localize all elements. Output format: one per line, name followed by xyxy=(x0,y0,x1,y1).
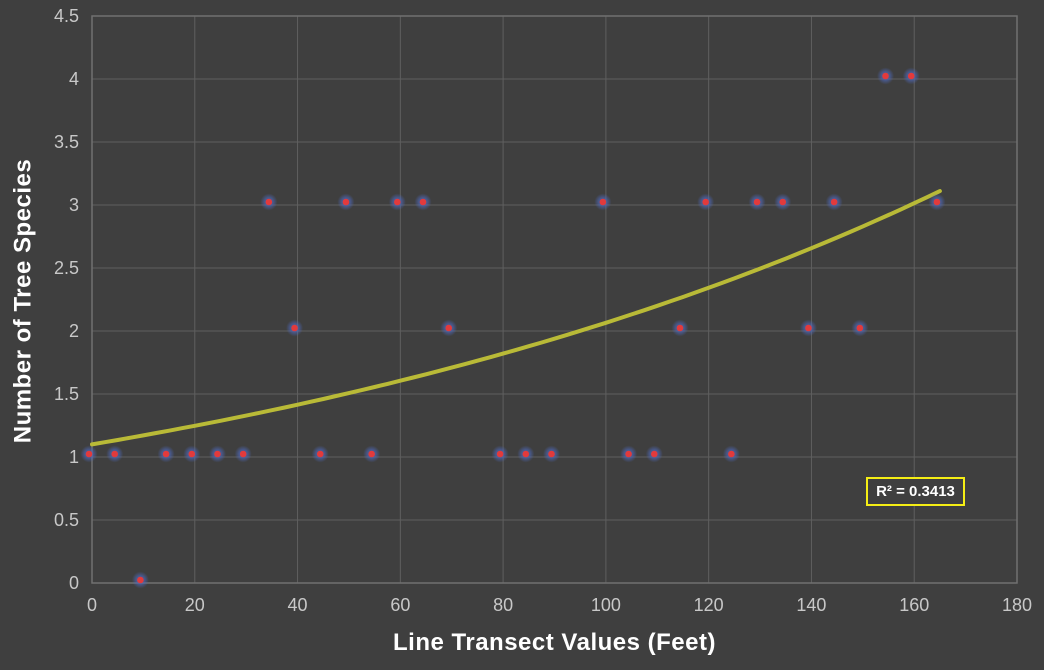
data-point[interactable] xyxy=(856,324,864,332)
data-point[interactable] xyxy=(162,450,170,458)
data-point[interactable] xyxy=(805,324,812,332)
y-tick-label: 1 xyxy=(69,447,79,467)
data-point[interactable] xyxy=(625,450,632,458)
x-axis-title: Line Transect Values (Feet) xyxy=(393,629,716,656)
data-point[interactable] xyxy=(907,72,915,80)
y-tick-label: 0.5 xyxy=(54,510,79,530)
data-point[interactable] xyxy=(111,450,118,458)
data-point[interactable] xyxy=(214,450,221,458)
data-point[interactable] xyxy=(394,198,401,206)
y-tick-label: 2.5 xyxy=(54,258,79,278)
data-point[interactable] xyxy=(753,198,761,206)
y-tick-label: 0 xyxy=(69,573,79,593)
x-tick-label: 120 xyxy=(694,595,724,615)
y-tick-label: 4 xyxy=(69,69,79,89)
data-point[interactable] xyxy=(779,198,787,206)
data-point[interactable] xyxy=(830,198,838,206)
x-tick-label: 20 xyxy=(185,595,205,615)
y-tick-label: 4.5 xyxy=(54,6,79,26)
data-point[interactable] xyxy=(599,198,607,206)
data-point[interactable] xyxy=(548,450,555,458)
data-point[interactable] xyxy=(137,576,144,584)
data-point[interactable] xyxy=(882,72,889,80)
data-point[interactable] xyxy=(419,198,427,206)
r-squared-label: R² = 0.3413 xyxy=(876,483,955,500)
data-point[interactable] xyxy=(933,198,941,206)
data-point[interactable] xyxy=(239,450,247,458)
x-tick-label: 80 xyxy=(493,595,513,615)
data-point[interactable] xyxy=(728,450,735,458)
data-point[interactable] xyxy=(316,450,324,458)
data-point[interactable] xyxy=(188,450,196,458)
x-tick-label: 140 xyxy=(796,595,826,615)
data-point[interactable] xyxy=(522,450,530,458)
data-point[interactable] xyxy=(265,198,273,206)
data-point[interactable] xyxy=(342,198,350,206)
data-point[interactable] xyxy=(676,324,684,332)
x-tick-label: 100 xyxy=(591,595,621,615)
x-tick-label: 0 xyxy=(87,595,97,615)
y-tick-label: 1.5 xyxy=(54,384,79,404)
y-tick-label: 3.5 xyxy=(54,132,79,152)
y-tick-label: 2 xyxy=(69,321,79,341)
trendline[interactable] xyxy=(90,189,942,447)
data-point[interactable] xyxy=(496,450,504,458)
x-tick-label: 160 xyxy=(899,595,929,615)
data-point[interactable] xyxy=(291,324,298,332)
data-point[interactable] xyxy=(702,198,709,206)
y-axis-title: Number of Tree Species xyxy=(9,158,37,444)
r-squared-annotation[interactable]: R² = 0.3413 xyxy=(866,477,965,506)
y-tick-label: 3 xyxy=(69,195,79,215)
data-point[interactable] xyxy=(650,450,658,458)
data-point[interactable] xyxy=(445,324,453,332)
x-tick-label: 60 xyxy=(390,595,410,615)
data-point[interactable] xyxy=(85,450,93,458)
data-point[interactable] xyxy=(368,450,375,458)
x-tick-label: 180 xyxy=(1002,595,1032,615)
x-tick-label: 40 xyxy=(288,595,308,615)
plot-border xyxy=(91,15,1018,584)
